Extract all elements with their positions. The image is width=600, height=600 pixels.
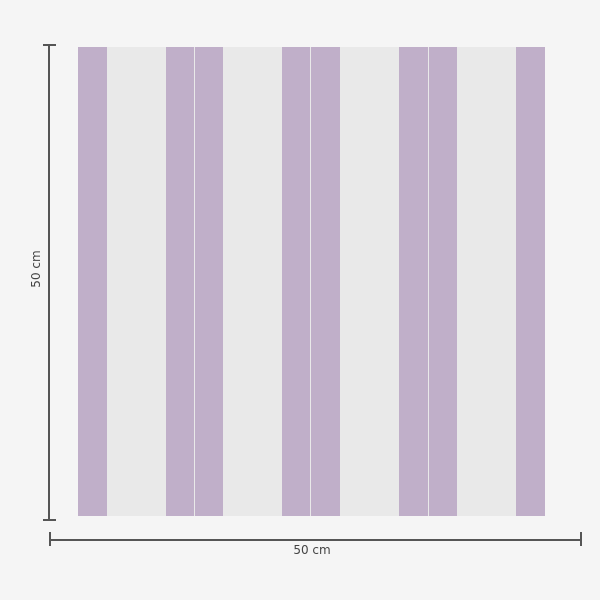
stripe	[282, 47, 310, 516]
width-label: 50 cm	[293, 543, 331, 557]
height-label: 50 cm	[29, 250, 43, 288]
stripe	[78, 47, 107, 516]
stripe	[195, 47, 223, 516]
stripe	[311, 47, 340, 516]
striped-tile	[78, 47, 545, 516]
stripe	[516, 47, 545, 516]
stripe	[399, 47, 428, 516]
stripe	[429, 47, 457, 516]
stripe	[166, 47, 194, 516]
